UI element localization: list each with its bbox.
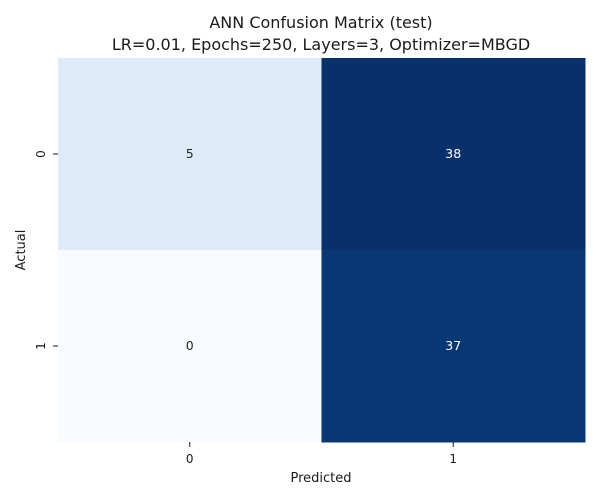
heatmap-cell [58,250,322,443]
heatmap-cell [321,250,586,443]
heatmap-cells: 5 38 0 37 [58,58,586,443]
x-axis-label: Predicted [290,471,351,486]
y-tick-label: 1 [34,342,48,350]
cell-value-label: 0 [186,338,194,353]
axis-ticks: 0 1 0 1 [34,150,457,466]
x-tick-label: 0 [186,452,194,466]
y-axis-label: Actual [14,230,29,271]
cell-value-label: 37 [445,338,461,353]
cell-value-label: 38 [445,146,461,161]
y-tick-label: 0 [34,150,48,158]
x-tick-label: 1 [449,452,457,466]
heatmap-cell [58,58,322,251]
heatmap-cell [321,58,586,251]
chart-subtitle: LR=0.01, Epochs=250, Layers=3, Optimizer… [112,35,530,54]
cell-value-label: 5 [186,146,194,161]
chart-title: ANN Confusion Matrix (test) [209,13,432,32]
